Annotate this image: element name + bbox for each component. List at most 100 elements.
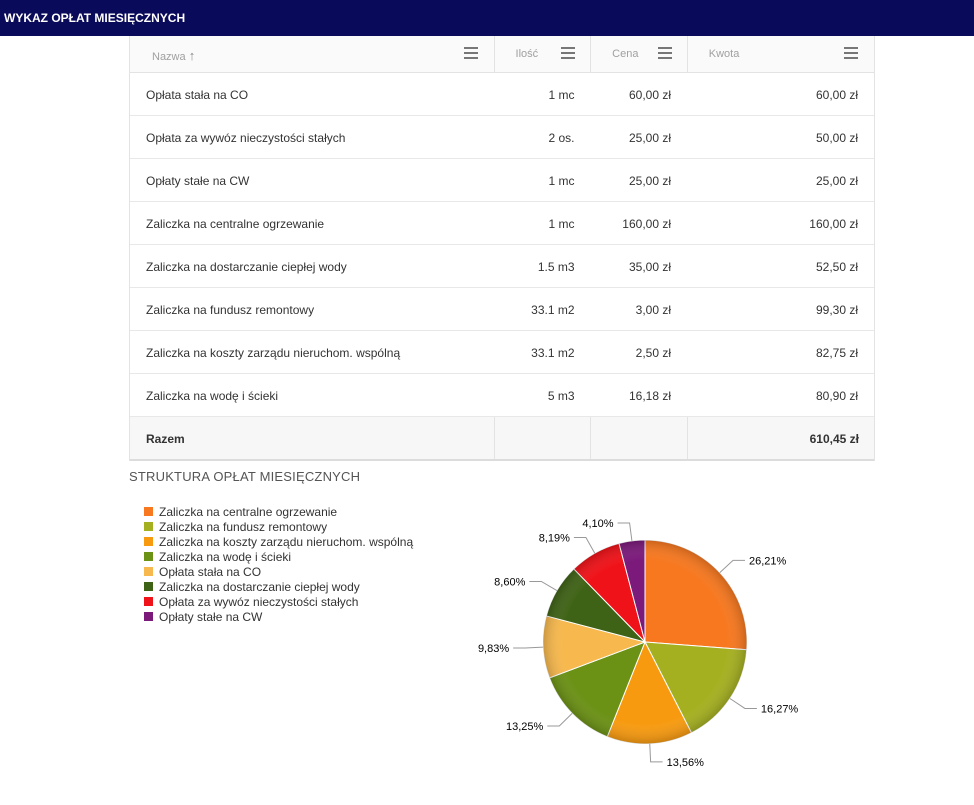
row-name: Opłata za wywóz nieczystości stałych [146, 131, 346, 145]
label-leader-line [719, 559, 746, 574]
table-row[interactable]: Opłata stała na CO 1 mc 60,00 zł 60,00 z… [130, 73, 874, 116]
total-row: Razem 610,45 zł [130, 417, 874, 461]
chart-legend: Zaliczka na centralne ogrzewanie Zaliczka… [144, 504, 413, 624]
legend-label: Zaliczka na dostarczanie ciepłej wody [159, 579, 360, 594]
legend-item[interactable]: Opłata za wywóz nieczystości stałych [144, 594, 413, 609]
column-menu-icon[interactable] [657, 47, 672, 59]
table-header: Nazwa ↑ Ilość Cena Kwota [130, 36, 874, 73]
row-price: 60,00 zł [628, 88, 671, 102]
legend-item[interactable]: Zaliczka na wodę i ścieki [144, 549, 413, 564]
table-row[interactable]: Zaliczka na centralne ogrzewanie 1 mc 16… [130, 202, 874, 245]
row-qty: 5 m3 [547, 389, 575, 403]
legend-label: Zaliczka na wodę i ścieki [159, 549, 292, 564]
label-leader-line [547, 713, 573, 727]
row-amount: 50,00 zł [815, 131, 858, 145]
row-name: Zaliczka na dostarczanie ciepłej wody [146, 260, 347, 274]
data-label: 4,10% [582, 518, 613, 530]
legend-swatch [144, 612, 153, 621]
column-menu-icon[interactable] [844, 47, 858, 59]
data-label: 13,25% [506, 721, 544, 733]
row-qty: 33.1 m2 [531, 346, 575, 360]
table-row[interactable]: Opłaty stałe na CW 1 mc 25,00 zł 25,00 z… [130, 159, 874, 202]
row-price: 25,00 zł [628, 131, 671, 145]
pie-slice[interactable] [644, 539, 748, 651]
row-amount: 25,00 zł [815, 174, 858, 188]
legend-item[interactable]: Opłaty stałe na CW [144, 609, 413, 624]
column-menu-icon[interactable] [463, 47, 478, 59]
fees-table: Nazwa ↑ Ilość Cena Kwota Opłata stała na… [129, 36, 875, 461]
column-header-qty[interactable]: Ilość [495, 36, 592, 72]
legend-item[interactable]: Zaliczka na koszty zarządu nieruchom. ws… [144, 534, 413, 549]
sort-asc-icon: ↑ [188, 48, 196, 63]
data-label: 26,21% [749, 555, 787, 567]
legend-label: Opłaty stałe na CW [159, 609, 263, 624]
row-qty: 1.5 m3 [537, 260, 575, 274]
data-label: 8,19% [539, 533, 570, 545]
row-name: Opłaty stałe na CW [146, 174, 250, 188]
legend-item[interactable]: Zaliczka na dostarczanie ciepłej wody [144, 579, 413, 594]
column-label-name: Nazwa [152, 51, 186, 63]
table-row[interactable]: Zaliczka na dostarczanie ciepłej wody 1.… [130, 245, 874, 288]
column-label-amount: Kwota [708, 48, 740, 60]
row-amount: 52,50 zł [815, 260, 858, 274]
legend-label: Zaliczka na centralne ogrzewanie [159, 504, 338, 519]
row-price: 35,00 zł [628, 260, 671, 274]
legend-swatch [144, 507, 153, 516]
top-bar: WYKAZ OPŁAT MIESIĘCZNYCH [0, 0, 974, 36]
column-label-price: Cena [612, 48, 639, 60]
data-label: 13,56% [667, 757, 705, 769]
structure-title: STRUKTURA OPŁAT MIESIĘCZNYCH [129, 469, 361, 484]
legend-label: Opłata za wywóz nieczystości stałych [159, 594, 359, 609]
column-label-qty: Ilość [515, 48, 539, 60]
row-price: 2,50 zł [635, 346, 671, 360]
data-label: 8,60% [494, 576, 525, 588]
row-qty: 33.1 m2 [531, 303, 575, 317]
row-price: 160,00 zł [622, 217, 671, 231]
row-price: 3,00 zł [635, 303, 671, 317]
table-row[interactable]: Zaliczka na wodę i ścieki 5 m3 16,18 zł … [130, 374, 874, 417]
row-qty: 2 os. [548, 131, 575, 145]
row-price: 16,18 zł [628, 389, 671, 403]
row-qty: 1 mc [548, 88, 575, 102]
row-amount: 160,00 zł [809, 217, 858, 231]
legend-swatch [144, 567, 153, 576]
legend-label: Opłata stała na CO [159, 564, 262, 579]
row-name: Opłata stała na CO [146, 88, 249, 102]
row-name: Zaliczka na wodę i ścieki [146, 389, 279, 403]
table-row[interactable]: Opłata za wywóz nieczystości stałych 2 o… [130, 116, 874, 159]
label-leader-line [617, 522, 633, 541]
legend-swatch [144, 552, 153, 561]
column-header-amount[interactable]: Kwota [688, 36, 874, 72]
column-header-price[interactable]: Cena [591, 36, 688, 72]
legend-item[interactable]: Zaliczka na fundusz remontowy [144, 519, 413, 534]
column-menu-icon[interactable] [561, 47, 576, 59]
legend-swatch [144, 597, 153, 606]
label-leader-line [529, 580, 558, 591]
legend-swatch [144, 537, 153, 546]
legend-swatch [144, 522, 153, 531]
column-header-name[interactable]: Nazwa ↑ [130, 36, 495, 72]
page-title: WYKAZ OPŁAT MIESIĘCZNYCH [4, 11, 186, 25]
row-name: Zaliczka na fundusz remontowy [146, 303, 315, 317]
legend-label: Zaliczka na fundusz remontowy [159, 519, 328, 534]
row-amount: 99,30 zł [815, 303, 858, 317]
label-leader-line [573, 537, 596, 554]
total-amount: 610,45 zł [809, 432, 859, 446]
label-leader-line [729, 698, 757, 709]
table-row[interactable]: Zaliczka na fundusz remontowy 33.1 m2 3,… [130, 288, 874, 331]
legend-item[interactable]: Zaliczka na centralne ogrzewanie [144, 504, 413, 519]
legend-item[interactable]: Opłata stała na CO [144, 564, 413, 579]
data-label: 16,27% [761, 703, 799, 715]
legend-swatch [144, 582, 153, 591]
label-leader-line [649, 743, 663, 763]
row-amount: 82,75 zł [815, 346, 858, 360]
row-amount: 80,90 zł [815, 389, 858, 403]
row-price: 25,00 zł [628, 174, 671, 188]
row-name: Zaliczka na koszty zarządu nieruchom. ws… [146, 346, 401, 360]
table-row[interactable]: Zaliczka na koszty zarządu nieruchom. ws… [130, 331, 874, 374]
legend-label: Zaliczka na koszty zarządu nieruchom. ws… [159, 534, 414, 549]
row-name: Zaliczka na centralne ogrzewanie [146, 217, 325, 231]
row-amount: 60,00 zł [815, 88, 858, 102]
data-label: 9,83% [478, 643, 509, 655]
